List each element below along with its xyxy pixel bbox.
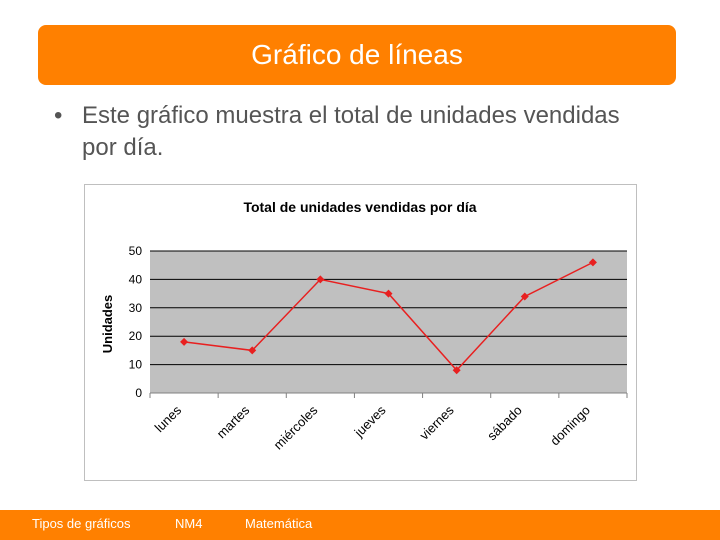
data-point: [180, 337, 189, 346]
data-point: [384, 289, 393, 298]
bullet-text: Este gráfico muestra el total de unidade…: [82, 102, 620, 161]
data-point: [248, 346, 257, 355]
y-tick-label: 40: [129, 272, 143, 286]
data-point: [520, 292, 529, 301]
bullet-dot: •: [54, 102, 63, 129]
plot-background: [150, 251, 627, 393]
line-chart: Total de unidades vendidas por día Unida…: [84, 184, 637, 481]
footer-level: NM4: [175, 516, 203, 531]
y-axis-label: Unidades: [100, 295, 115, 354]
bullet-item: • Este gráfico muestra el total de unida…: [54, 100, 654, 164]
y-tick-label: 20: [129, 329, 143, 343]
footer-bar: Tipos de gráficos NM4 Matemática: [0, 510, 720, 540]
slide-title-bar: Gráfico de líneas: [38, 25, 676, 85]
footer-subject: Matemática: [245, 516, 313, 531]
slide-title: Gráfico de líneas: [251, 39, 463, 70]
data-point: [316, 275, 325, 284]
y-tick-label: 10: [129, 358, 143, 372]
footer-topic: Tipos de gráficos: [32, 516, 131, 531]
y-tick-label: 30: [129, 301, 143, 315]
data-point: [452, 366, 461, 375]
data-point: [588, 258, 597, 267]
y-tick-label: 50: [129, 244, 143, 258]
y-tick-label: 0: [135, 386, 142, 400]
chart-title: Total de unidades vendidas por día: [243, 199, 476, 215]
